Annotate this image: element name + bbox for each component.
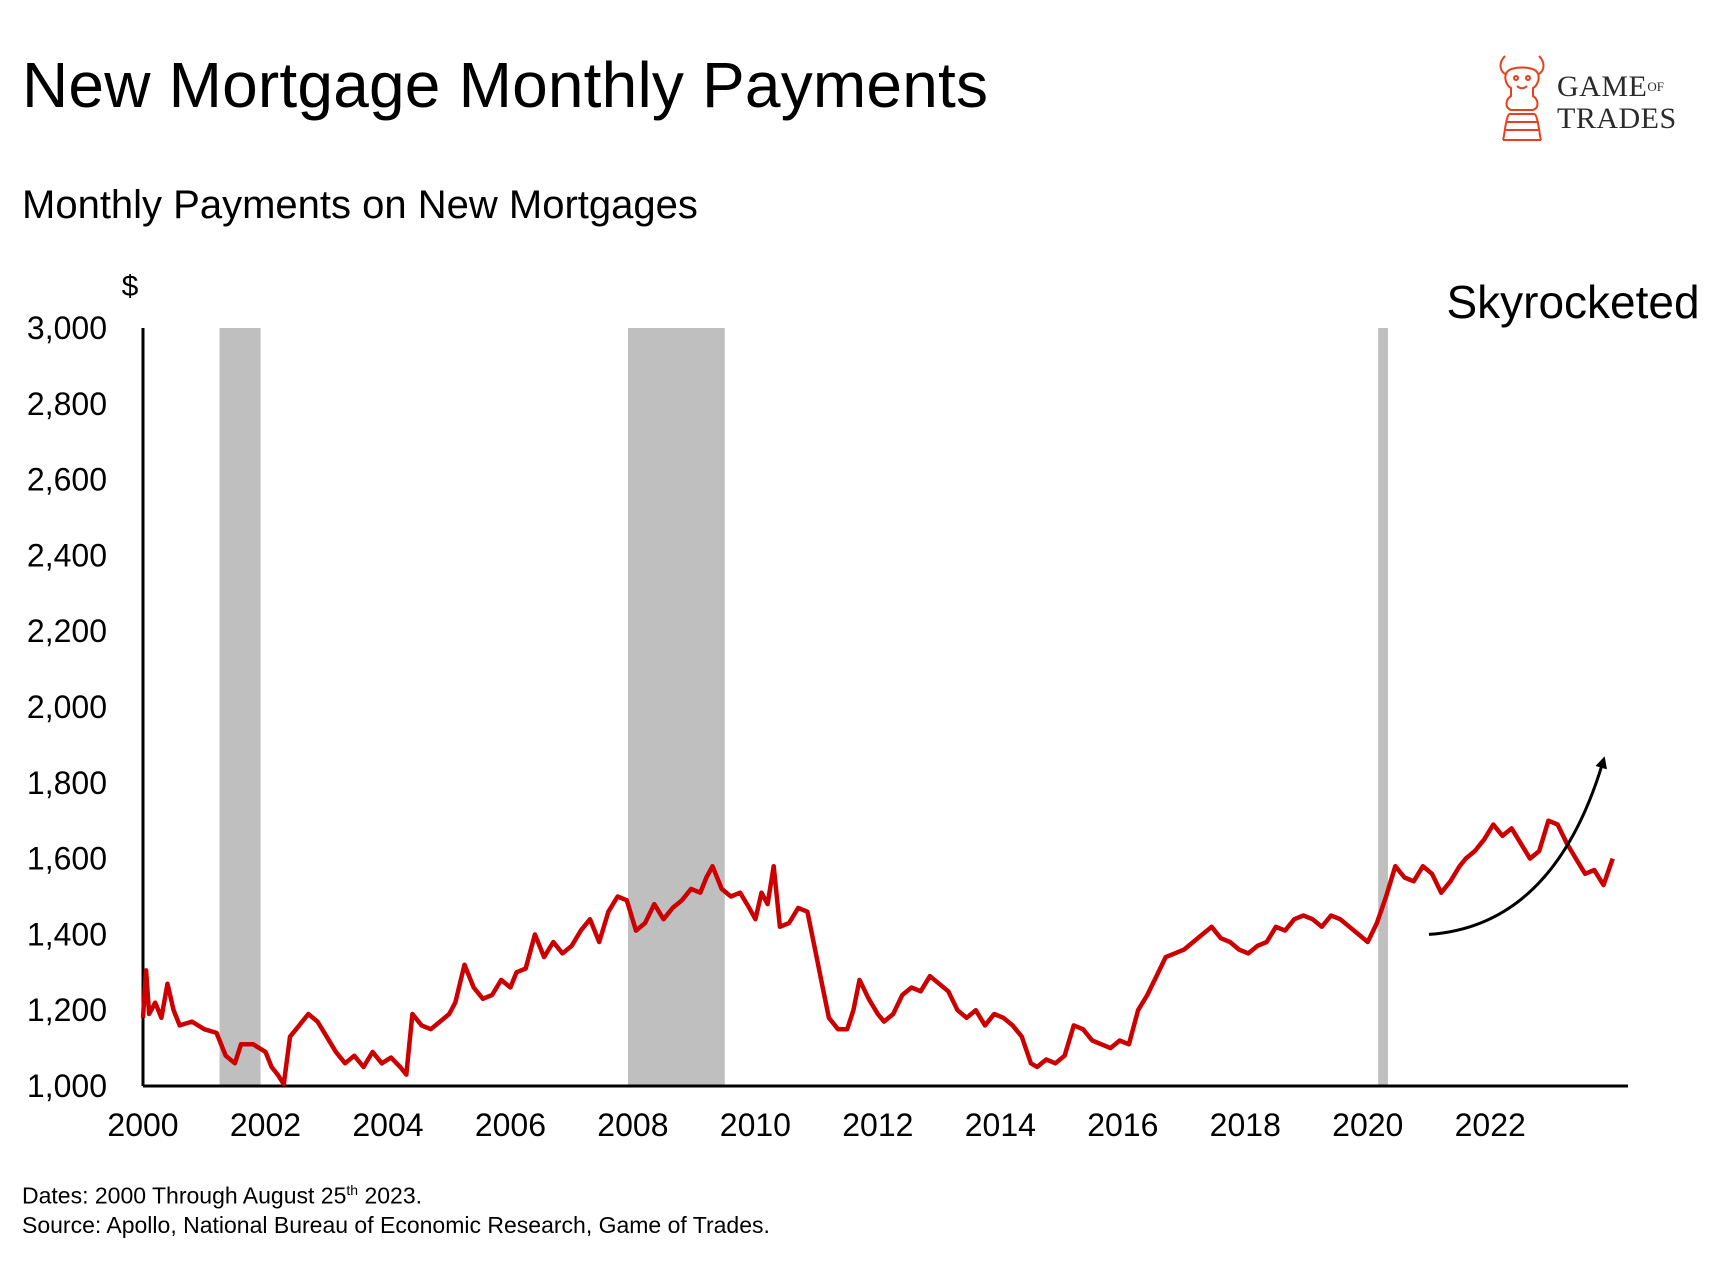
y-tick-label: 1,200 [27, 992, 107, 1028]
y-tick-label: 1,600 [27, 841, 107, 877]
footer-dates-prefix: Dates: 2000 Through August 25 [22, 1182, 347, 1209]
axes [141, 328, 1628, 1088]
footer-dates-suffix: 2023. [358, 1182, 423, 1209]
x-tick-label: 2002 [230, 1107, 301, 1143]
y-tick-label: 2,200 [27, 613, 107, 649]
x-tick-label: 2018 [1210, 1107, 1281, 1143]
x-tick-label: 2004 [352, 1107, 423, 1143]
y-tick-label: 1,800 [27, 765, 107, 801]
series-line-0 [140, 818, 1615, 1087]
footer-dates: Dates: 2000 Through August 25th 2023. [22, 1182, 422, 1210]
y-axis-label: $ [122, 270, 139, 303]
chart-title: New Mortgage Monthly Payments [22, 49, 989, 121]
x-tick-label: 2006 [475, 1107, 546, 1143]
logo-text-of: OF [1647, 79, 1664, 94]
chart-subtitle: Monthly Payments on New Mortgages [22, 183, 698, 227]
logo-text-trades: TRADES [1557, 102, 1677, 135]
y-axis-ticks: 1,000 1,200 1,400 1,600 1,800 2,000 2,200 2,400… [27, 310, 107, 1104]
x-tick-label: 2012 [842, 1107, 913, 1143]
x-tick-label: 2016 [1087, 1107, 1158, 1143]
y-tick-label: 2,000 [27, 689, 107, 725]
x-axis-ticks: 2000 2002 2004 2006 2008 2010 2012 2014 2016 2018… [107, 1107, 1525, 1143]
annotation: Skyrocketed [1428, 276, 1700, 936]
x-tick-label: 2014 [965, 1107, 1036, 1143]
y-tick-label: 2,600 [27, 462, 107, 498]
y-tick-label: 1,000 [27, 1068, 107, 1104]
x-tick-label: 2000 [107, 1107, 178, 1143]
footer-source: Source: Apollo, National Bureau of Econo… [22, 1212, 770, 1238]
y-tick-label: 2,800 [27, 386, 107, 422]
chess-knight-bull-icon [1499, 55, 1545, 141]
series-lines [140, 818, 1615, 1087]
footer-dates-sup: th [346, 1182, 359, 1198]
recession-band-0 [219, 328, 261, 1086]
x-tick-label: 2010 [720, 1107, 791, 1143]
recession-band-2 [1378, 328, 1388, 1086]
recession-bands [219, 328, 1388, 1086]
brand-logo: GAMEOF TRADES [1487, 48, 1677, 158]
annotation-text: Skyrocketed [1446, 276, 1699, 328]
annotation-arrow [1428, 756, 1607, 936]
y-tick-label: 3,000 [27, 310, 107, 346]
x-tick-label: 2022 [1455, 1107, 1526, 1143]
x-tick-label: 2008 [597, 1107, 668, 1143]
recession-band-1 [627, 328, 725, 1086]
logo-text-game: GAME [1557, 70, 1648, 103]
line-chart: 1,000 1,200 1,400 1,600 1,800 2,000 2,200 2,400… [27, 270, 1700, 1143]
y-tick-label: 2,400 [27, 537, 107, 573]
y-tick-label: 1,400 [27, 916, 107, 952]
x-tick-label: 2020 [1332, 1107, 1403, 1143]
